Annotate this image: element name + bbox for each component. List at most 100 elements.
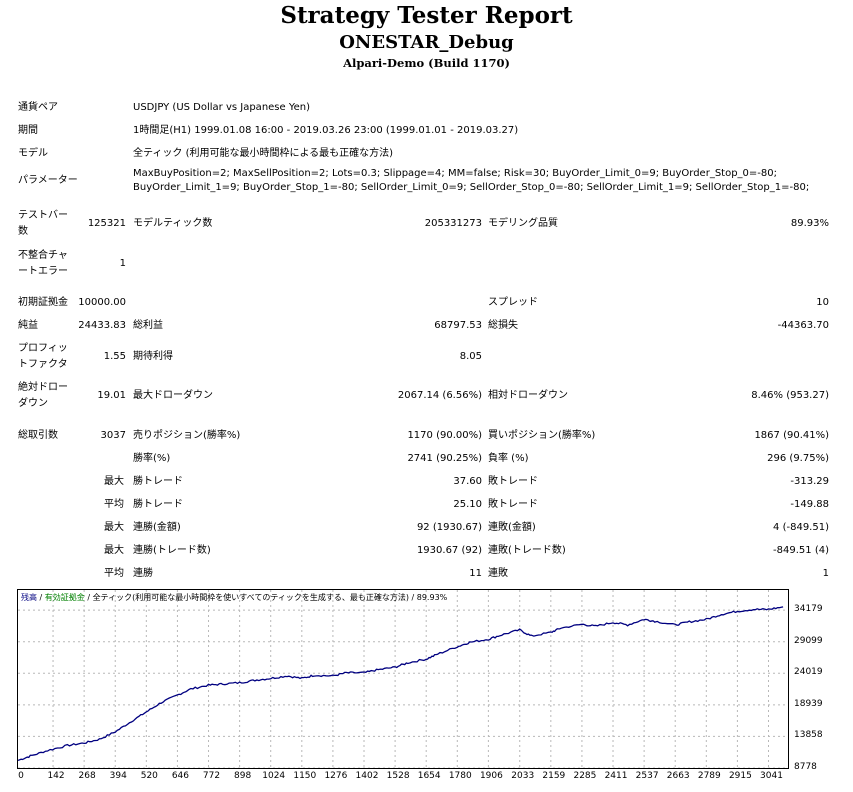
legend-quality: 89.93% [416, 593, 448, 602]
total-trades-label: 総取引数 [18, 430, 58, 441]
total-trades-value: 3037 [100, 430, 126, 441]
x-tick-label: 2537 [635, 771, 659, 781]
cons-profit-value: 1930.67 (92) [416, 545, 482, 556]
abs-drawdown-value: 19.01 [97, 390, 126, 401]
y-tick-label: 18939 [794, 699, 823, 709]
cons-loss-value: -849.51 (4) [773, 545, 829, 556]
x-tick-label: 1024 [262, 771, 286, 781]
legend-sep-3: / [408, 593, 417, 602]
y-tick-label: 8778 [794, 762, 817, 772]
x-tick-label: 2411 [604, 771, 628, 781]
x-tick-label: 898 [234, 771, 252, 781]
ticks-value: 205331273 [424, 218, 482, 229]
legend-equity: 有効証拠金 [44, 593, 85, 602]
x-tick-label: 2033 [511, 771, 535, 781]
x-tick-label: 142 [47, 771, 65, 781]
largest-win-label: 勝トレード [133, 476, 183, 487]
symbol-label: 通貨ペア [18, 102, 58, 113]
chart-legend: 残高 / 有効証拠金 / 全ティック(利用可能な最小時間枠を使いすべてのティック… [21, 592, 447, 603]
max-word-3: 最大 [104, 545, 124, 556]
win-rate-value: 2741 (90.25%) [407, 453, 482, 464]
x-tick-label: 2789 [697, 771, 721, 781]
x-tick-label: 2285 [573, 771, 597, 781]
abs-drawdown-label: 絶対ドロー ダウン [18, 382, 68, 409]
spread-value: 10 [816, 297, 829, 308]
cons-loss-label: 連敗(トレード数) [488, 545, 566, 556]
x-tick-label: 0 [18, 771, 24, 781]
x-tick-label: 1654 [417, 771, 441, 781]
avg-cons-wins-label: 連勝 [133, 568, 153, 579]
deposit-label: 初期証拠金 [18, 297, 68, 308]
win-rate-label: 勝率(%) [133, 453, 171, 464]
net-profit-value: 24433.83 [78, 320, 126, 331]
deposit-value: 10000.00 [78, 297, 126, 308]
largest-loss-label: 敗トレード [488, 476, 538, 487]
ticks-label: モデルティック数 [133, 218, 213, 229]
avg-loss-label: 敗トレード [488, 499, 538, 510]
cons-profit-label: 連勝(トレード数) [133, 545, 211, 556]
gross-loss-value: -44363.70 [777, 320, 829, 331]
legend-balance: 残高 [21, 593, 37, 602]
profit-factor-value: 1.55 [103, 351, 126, 362]
rel-drawdown-value: 8.46% (953.27) [751, 390, 829, 401]
mismatch-value: 1 [119, 258, 126, 269]
payoff-value: 8.05 [459, 351, 482, 362]
spread-label: スプレッド [488, 297, 538, 308]
x-tick-label: 1402 [355, 771, 379, 781]
period-label: 期間 [18, 125, 38, 136]
largest-win-value: 37.60 [453, 476, 482, 487]
period-value: 1時間足(H1) 1999.01.08 16:00 - 2019.03.26 2… [133, 125, 519, 136]
avg-cons-losses-value: 1 [822, 568, 829, 579]
short-positions-label: 売りポジション(勝率%) [133, 430, 241, 441]
bars-label: テストバー数 [18, 210, 68, 237]
x-tick-label: 1276 [324, 771, 348, 781]
expert-name: ONESTAR_Debug [339, 32, 514, 53]
x-tick-label: 1780 [448, 771, 472, 781]
params-line-2: BuyOrder_Limit_1=9; BuyOrder_Stop_1=-80;… [133, 182, 810, 193]
average-word-2: 平均 [104, 568, 124, 579]
cons-wins-label: 連勝(金額) [133, 522, 181, 533]
x-tick-label: 1906 [479, 771, 503, 781]
quality-label: モデリング品質 [488, 218, 558, 229]
max-drawdown-label: 最大ドローダウン [133, 390, 213, 401]
x-tick-label: 3041 [760, 771, 783, 781]
y-tick-label: 13858 [794, 730, 823, 740]
x-tick-label: 520 [140, 771, 158, 781]
avg-win-label: 勝トレード [133, 499, 183, 510]
gross-profit-value: 68797.53 [434, 320, 482, 331]
long-positions-value: 1867 (90.41%) [754, 430, 829, 441]
balance-chart-plot [18, 590, 788, 768]
loss-rate-value: 296 (9.75%) [767, 453, 829, 464]
y-tick-label: 29099 [794, 636, 823, 646]
largest-loss-value: -313.29 [790, 476, 829, 487]
avg-win-value: 25.10 [453, 499, 482, 510]
payoff-label: 期待利得 [133, 351, 173, 362]
x-tick-label: 646 [171, 771, 190, 781]
balance-line [18, 606, 784, 762]
bars-value: 125321 [87, 218, 126, 229]
rel-drawdown-label: 相対ドローダウン [488, 390, 568, 401]
avg-loss-value: -149.88 [790, 499, 829, 510]
cons-losses-label: 連敗(金額) [488, 522, 536, 533]
params-label: パラメーター [18, 175, 78, 186]
net-profit-label: 純益 [18, 320, 38, 331]
symbol-value: USDJPY (US Dollar vs Japanese Yen) [133, 102, 311, 113]
legend-sep-2: / [84, 593, 93, 602]
server-build: Alpari-Demo (Build 1170) [343, 56, 510, 70]
legend-model: 全ティック(利用可能な最小時間枠を使いすべてのティックを生成する、最も正確な方法… [92, 593, 409, 602]
cons-losses-value: 4 (-849.51) [773, 522, 829, 533]
y-tick-label: 34179 [794, 604, 823, 614]
cons-wins-value: 92 (1930.67) [416, 522, 482, 533]
gross-loss-label: 総損失 [488, 320, 518, 331]
x-tick-label: 1528 [386, 771, 410, 781]
model-value: 全ティック (利用可能な最小時間枠による最も正確な方法) [133, 148, 394, 159]
max-drawdown-value: 2067.14 (6.56%) [397, 390, 482, 401]
quality-value: 89.93% [790, 218, 829, 229]
model-label: モデル [18, 148, 48, 159]
x-tick-label: 2915 [728, 771, 752, 781]
largest-word: 最大 [104, 476, 124, 487]
loss-rate-label: 負率 (%) [488, 453, 529, 464]
gross-profit-label: 総利益 [133, 320, 163, 331]
x-tick-label: 772 [202, 771, 221, 781]
y-tick-label: 24019 [794, 667, 823, 677]
